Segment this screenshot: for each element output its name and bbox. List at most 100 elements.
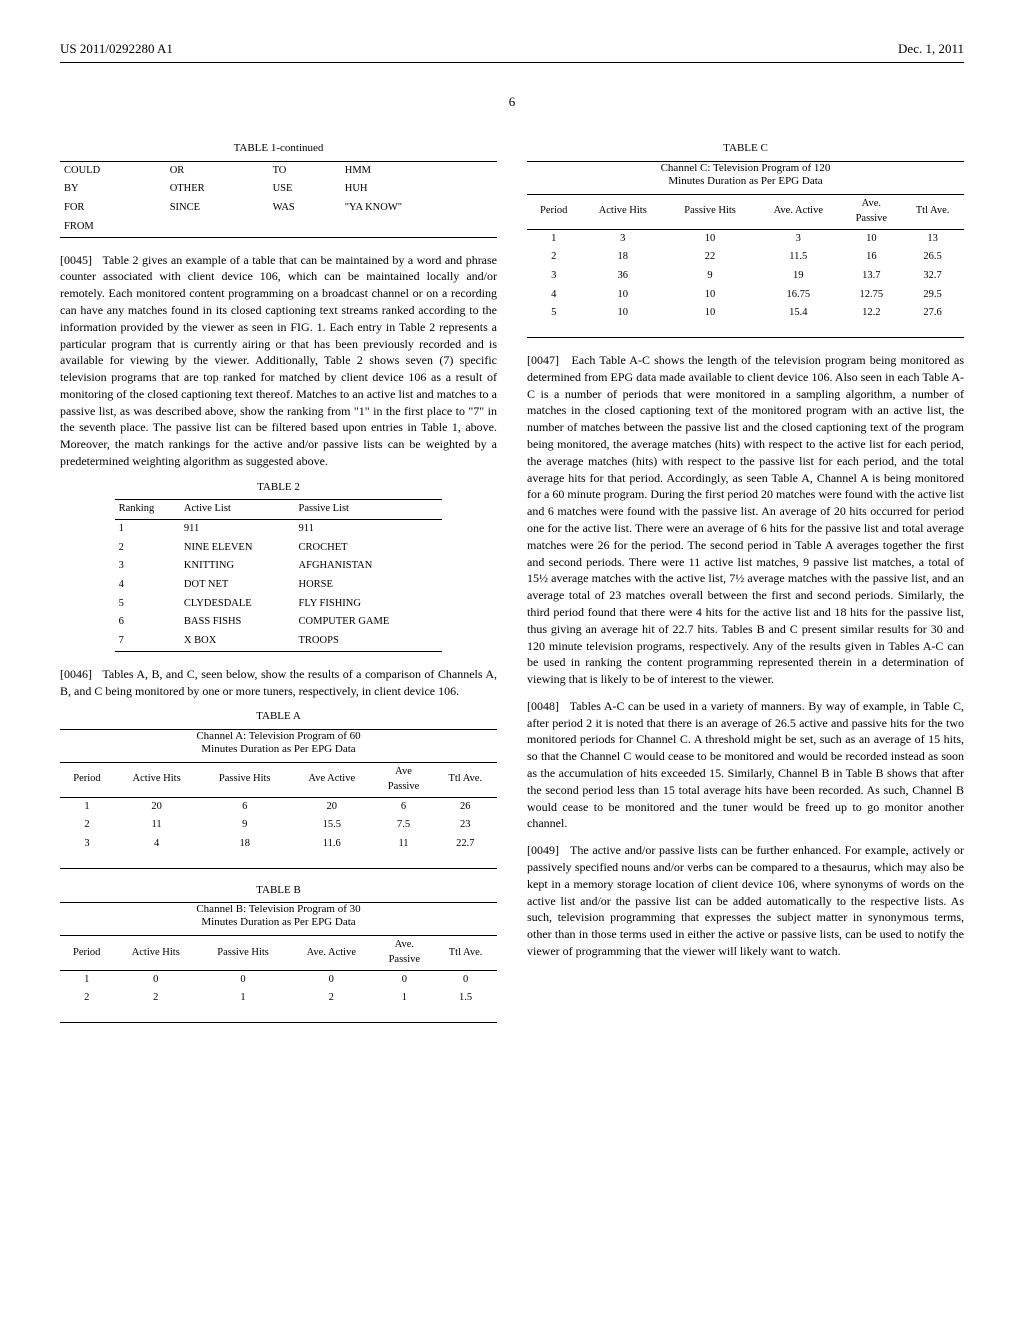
table-cell: 1 [60, 797, 114, 816]
para-text: Tables A, B, and C, seen below, show the… [60, 667, 497, 698]
table-cell: 11 [373, 835, 433, 854]
table-cell: 5 [115, 595, 180, 614]
table-cell: AFGHANISTAN [295, 557, 443, 576]
table-header-cell: Ttl Ave. [434, 763, 497, 797]
table-cell: 20 [114, 797, 199, 816]
table-cell: 10 [665, 229, 755, 248]
table-cell: 6 [115, 613, 180, 632]
table-cell: 22.7 [434, 835, 497, 854]
table-B: TABLE B Channel B: Television Program of… [60, 883, 497, 1024]
para-num: [0045] [60, 253, 92, 267]
table-cell: 29.5 [901, 286, 964, 305]
table-cell: 26 [434, 797, 497, 816]
table-header-cell: Active Hits [113, 936, 198, 970]
table-C-caption: TABLE C [527, 141, 964, 156]
table-cell: HORSE [295, 576, 443, 595]
pub-date: Dec. 1, 2011 [898, 40, 964, 58]
table-cell: X BOX [180, 632, 295, 651]
table-cell: 6 [373, 797, 433, 816]
table-cell: 3 [60, 835, 114, 854]
table-cell: 0 [113, 970, 198, 989]
table-C: TABLE C Channel C: Television Program of… [527, 141, 964, 338]
table-cell: 11 [114, 816, 199, 835]
table-header-cell: Active List [180, 500, 295, 520]
right-column: TABLE C Channel C: Television Program of… [527, 141, 964, 1037]
table-cell: 10 [580, 286, 665, 305]
table-cell: 10 [665, 286, 755, 305]
table-cell: 1 [60, 970, 113, 989]
table-cell: 13.7 [842, 267, 902, 286]
table-cell: 20 [290, 797, 373, 816]
table-cell: 4 [527, 286, 580, 305]
table-cell: BY [60, 180, 166, 199]
table-cell: 3 [527, 267, 580, 286]
table-header-cell: Ave Active [290, 763, 373, 797]
table-1-caption: TABLE 1-continued [60, 141, 497, 156]
table-cell: 3 [115, 557, 180, 576]
table-header-cell: AvePassive [373, 763, 433, 797]
table-cell [166, 218, 269, 237]
table-cell: 1 [198, 989, 288, 1008]
table-cell: 18 [580, 248, 665, 267]
para-text: Table 2 gives an example of a table that… [60, 253, 497, 469]
table-cell: 0 [288, 970, 375, 989]
table-cell: USE [269, 180, 341, 199]
table-A-body: PeriodActive HitsPassive HitsAve ActiveA… [60, 762, 497, 853]
table-cell: 9 [199, 816, 290, 835]
table-B-subtitle: Channel B: Television Program of 30Minut… [60, 903, 497, 929]
table-2-body: RankingActive ListPassive List 19119112N… [115, 499, 443, 651]
two-column-layout: TABLE 1-continued COULDORTOHMMBYOTHERUSE… [60, 141, 964, 1037]
table-cell: CLYDESDALE [180, 595, 295, 614]
table-cell: 15.4 [755, 304, 842, 323]
para-num: [0048] [527, 699, 559, 713]
table-header-cell: Ave. Active [755, 195, 842, 229]
table-B-body: PeriodActive HitsPassive HitsAve. Active… [60, 935, 497, 1008]
table-C-body: PeriodActive HitsPassive HitsAve. Active… [527, 194, 964, 323]
page-header: US 2011/0292280 A1 Dec. 1, 2011 [60, 40, 964, 58]
pub-number: US 2011/0292280 A1 [60, 40, 173, 58]
table-cell: 4 [115, 576, 180, 595]
table-cell [341, 218, 497, 237]
paragraph-47: [0047] Each Table A-C shows the length o… [527, 352, 964, 688]
left-column: TABLE 1-continued COULDORTOHMMBYOTHERUSE… [60, 141, 497, 1037]
para-num: [0049] [527, 843, 559, 857]
table-cell: 5 [527, 304, 580, 323]
table-header-cell: Passive Hits [665, 195, 755, 229]
table-cell: 10 [580, 304, 665, 323]
table-header-cell: Active Hits [580, 195, 665, 229]
table-cell: 2 [288, 989, 375, 1008]
table-cell [269, 218, 341, 237]
table-cell: DOT NET [180, 576, 295, 595]
table-2-caption: TABLE 2 [60, 480, 497, 495]
table-cell: FOR [60, 199, 166, 218]
header-rule [60, 62, 964, 63]
table-cell: 7.5 [373, 816, 433, 835]
table-cell: 2 [60, 989, 113, 1008]
table-cell: 32.7 [901, 267, 964, 286]
table-cell: 3 [580, 229, 665, 248]
table-cell: KNITTING [180, 557, 295, 576]
table-cell: CROCHET [295, 539, 443, 558]
table-header-cell: Ranking [115, 500, 180, 520]
table-header-cell: Period [60, 936, 113, 970]
table-cell: 1 [115, 519, 180, 538]
table-1-body: COULDORTOHMMBYOTHERUSEHUHFORSINCEWAS"YA … [60, 161, 497, 238]
table-cell: 11.6 [290, 835, 373, 854]
table-cell: 7 [115, 632, 180, 651]
table-cell: 3 [755, 229, 842, 248]
table-cell: 12.2 [842, 304, 902, 323]
table-cell: 12.75 [842, 286, 902, 305]
table-cell: 10 [665, 304, 755, 323]
table-header-cell: Passive Hits [199, 763, 290, 797]
table-cell: 22 [665, 248, 755, 267]
table-cell: 0 [198, 970, 288, 989]
table-cell: 911 [295, 519, 443, 538]
table-cell: HUH [341, 180, 497, 199]
table-header-cell: Period [527, 195, 580, 229]
table-cell: 27.6 [901, 304, 964, 323]
table-1-continued: TABLE 1-continued COULDORTOHMMBYOTHERUSE… [60, 141, 497, 237]
table-cell: SINCE [166, 199, 269, 218]
table-cell: 1.5 [434, 989, 497, 1008]
table-cell: NINE ELEVEN [180, 539, 295, 558]
table-cell: 2 [60, 816, 114, 835]
